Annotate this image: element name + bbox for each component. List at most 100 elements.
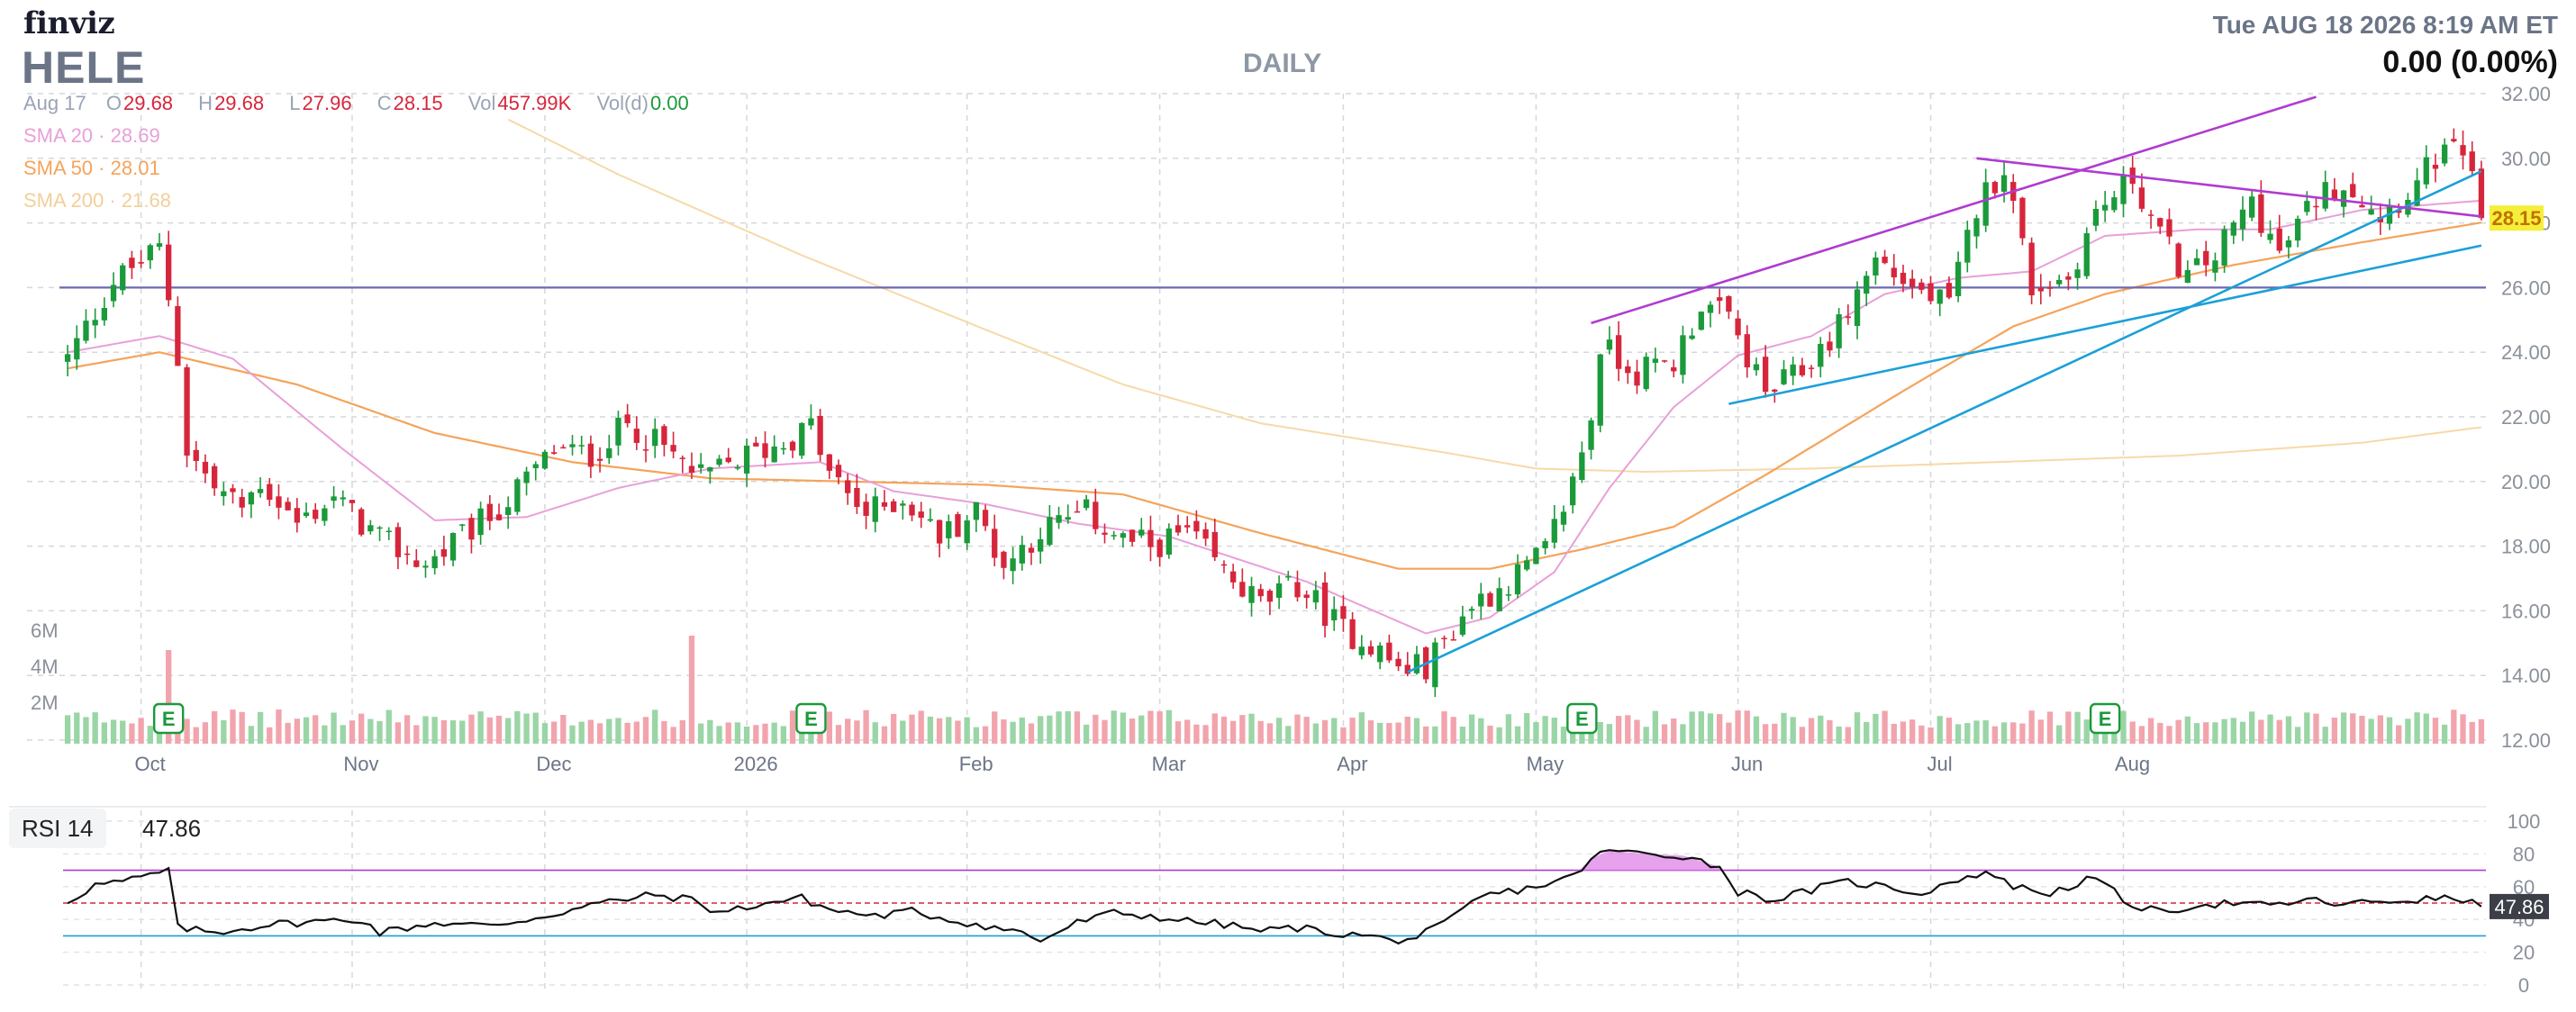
candle-body: [716, 458, 722, 465]
rsi-value-tag-text: 47.86: [2494, 896, 2544, 918]
candle-body: [1744, 334, 1750, 368]
candle-body: [1093, 501, 1099, 529]
candle-body: [2175, 243, 2181, 277]
datetime-label: Tue AUG 18 2026 8:19 AM ET: [2212, 11, 2558, 39]
price-tick-label: 18.00: [2501, 536, 2551, 558]
volume-bar: [2359, 716, 2365, 744]
candle-body: [1294, 582, 1301, 598]
volume-bar: [1946, 718, 1953, 744]
candle-body: [331, 496, 337, 501]
volume-bar: [2368, 718, 2374, 744]
candle-body: [2377, 216, 2383, 222]
sma50-value: 28.01: [110, 157, 160, 179]
price-change: 0.00 (0.00%): [2382, 45, 2558, 79]
candle-body: [1184, 525, 1191, 528]
candle-body: [2065, 276, 2072, 280]
volume-bar: [2432, 718, 2439, 744]
volume-bar: [927, 717, 934, 744]
candle-body: [257, 489, 264, 493]
volume-bar: [202, 722, 209, 744]
volume-bar: [624, 722, 630, 744]
volume-bar: [734, 722, 741, 744]
volume-bar: [1735, 710, 1741, 744]
volume-bar: [1615, 716, 1622, 744]
volume-bar: [74, 712, 80, 744]
candle-body: [1955, 261, 1962, 296]
volume-bar: [982, 726, 989, 744]
candle-body: [1257, 589, 1264, 597]
candle-body: [734, 466, 741, 469]
candle-body: [1927, 283, 1934, 302]
sma200-legend[interactable]: SMA 200 · 21.68: [23, 189, 171, 212]
volume-bar: [2304, 712, 2310, 744]
sma50-sep: ·: [98, 157, 105, 179]
candle-body: [349, 500, 356, 503]
trendlines: [1407, 95, 2482, 673]
volume-bar: [166, 650, 172, 744]
candle-body: [2074, 269, 2081, 278]
candle-body: [1606, 339, 1613, 350]
price-candles[interactable]: [64, 128, 2485, 698]
volume-bar: [1864, 722, 1870, 744]
volume-bar: [946, 717, 952, 744]
volume-bar: [863, 709, 869, 744]
last-price-text: 28.15: [2491, 207, 2541, 230]
volume-bar: [358, 713, 365, 744]
volume-bar: [1138, 715, 1145, 744]
volume-bar: [2276, 719, 2282, 744]
volume-bar: [294, 718, 300, 744]
candle-body: [2350, 184, 2356, 198]
candle-body: [486, 503, 493, 521]
volume-bar: [1909, 719, 1916, 744]
candle-body: [2221, 229, 2227, 266]
finviz-logo[interactable]: finviz: [23, 5, 115, 41]
candle-body: [1781, 369, 1787, 384]
candle-body: [221, 491, 227, 497]
volume-bar: [2175, 719, 2181, 744]
candle-body: [1707, 304, 1714, 313]
volume-bar: [1882, 710, 1888, 744]
rsi-tick-label: 20: [2513, 942, 2535, 964]
sma50-legend[interactable]: SMA 50 · 28.01: [23, 157, 160, 180]
volume-bar: [2000, 722, 2008, 744]
sma20-legend[interactable]: SMA 20 · 28.69: [23, 124, 160, 148]
volume-bar: [1661, 724, 1668, 744]
candle-body: [1120, 533, 1127, 538]
candle-body: [1175, 525, 1182, 533]
volume-bar: [331, 712, 337, 744]
volume-bar: [1468, 714, 1475, 744]
candle-body: [1845, 316, 1851, 319]
candle-body: [1441, 637, 1447, 640]
candle-body: [2230, 222, 2236, 236]
candle-body: [661, 426, 667, 446]
candle-body: [1450, 639, 1456, 641]
volume-bar: [1597, 721, 1603, 744]
rsi-label[interactable]: RSI 14: [9, 809, 106, 848]
candle-body: [1102, 532, 1108, 535]
candle-body: [1028, 547, 1035, 553]
candle-body: [1671, 366, 1677, 372]
candle-body: [1010, 558, 1016, 572]
volume-bar: [2046, 711, 2054, 744]
volume-bar: [1001, 719, 1007, 744]
candle-body: [2423, 157, 2429, 185]
vol-value: 457.99K: [497, 92, 572, 114]
volume-bar: [1937, 716, 1943, 744]
volume-bar: [184, 718, 190, 744]
volume-bar: [1175, 721, 1182, 744]
candle-body: [900, 503, 906, 506]
volume-bar: [541, 723, 549, 744]
volume-bar: [1790, 717, 1796, 744]
volume-bar: [1358, 712, 1365, 744]
candle-body: [845, 480, 851, 493]
volume-bar: [992, 711, 998, 744]
candle-body: [367, 525, 374, 532]
candle-body: [2304, 201, 2310, 212]
candle-body: [1285, 575, 1292, 578]
volume-bar: [532, 712, 539, 744]
candle-body: [2469, 151, 2475, 172]
candle-body: [2258, 194, 2264, 233]
